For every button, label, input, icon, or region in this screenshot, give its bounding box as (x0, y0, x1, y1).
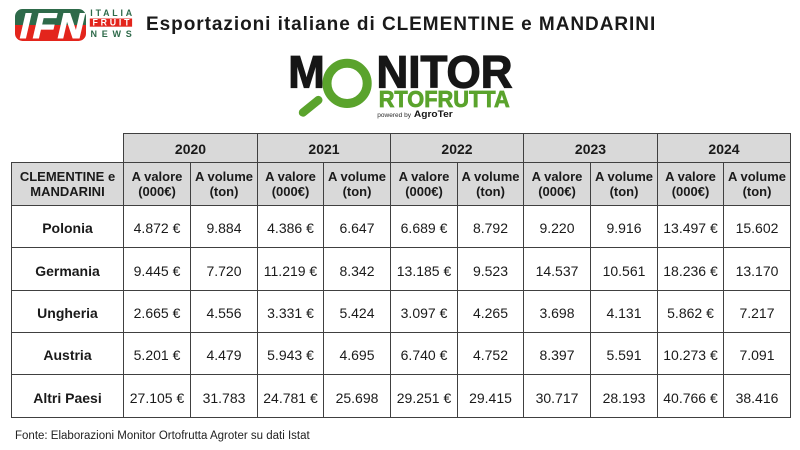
svg-text:NITOR: NITOR (377, 48, 513, 98)
svg-text:FRUIT: FRUIT (93, 17, 131, 27)
svg-text:NEWS: NEWS (91, 29, 132, 39)
svg-text:M: M (288, 48, 325, 98)
svg-text:powered by: powered by (377, 112, 411, 119)
svg-text:AgroTer: AgroTer (414, 109, 453, 120)
svg-text:ITALIA: ITALIA (90, 8, 132, 18)
svg-text:RTOFRUTTA: RTOFRUTTA (379, 86, 510, 112)
